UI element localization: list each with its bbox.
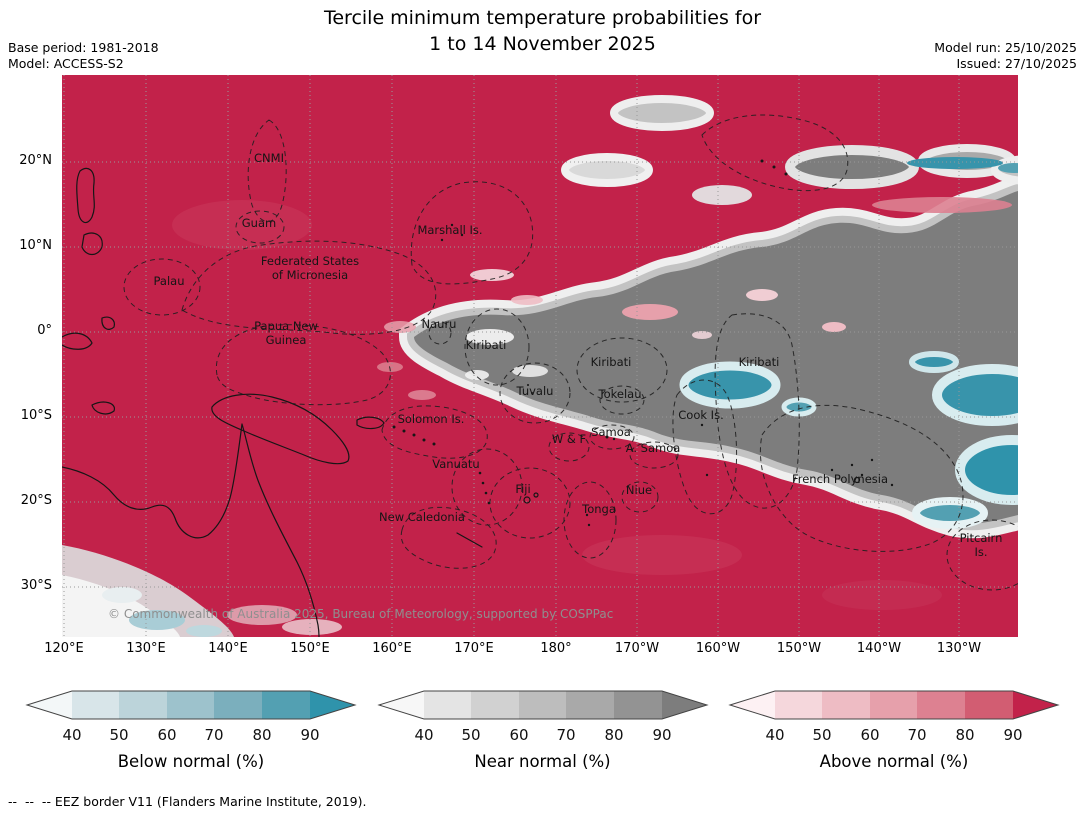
legend-tick-label: 90 [300,726,319,744]
legend-tick-label: 40 [414,726,433,744]
lon-tick-label: 140°W [856,641,902,656]
legend-tick-label: 60 [509,726,528,744]
lat-tick-label: 20°S [20,493,52,508]
legend-tick-label: 60 [157,726,176,744]
latitude-axis: 20°N 10°N 0° 10°S 20°S 30°S [0,75,56,637]
place-label: Guinea [266,333,307,347]
place-label: Kiribati [466,338,507,352]
page-title: Tercile minimum temperature probabilitie… [0,6,1085,57]
legend-below-normal: 40 50 60 70 80 90 Below normal (%) [24,688,358,771]
place-label: A. Samoa [626,441,681,455]
legend-tick-label: 50 [461,726,480,744]
lat-tick-label: 10°N [19,238,52,253]
place-label: Samoa [591,425,631,439]
place-label: Cook Is. [678,408,723,422]
place-label: CNMI [254,151,284,165]
legend-tick-label: 80 [252,726,271,744]
lon-tick-label: 180° [540,641,572,656]
near-normal-colorbar: 40 50 60 70 80 90 [376,690,709,744]
eez-footnote: -- -- -- EEZ border V11 (Flanders Marine… [8,794,367,809]
lat-tick-label: 0° [37,323,52,338]
place-label: Niue [626,483,652,497]
place-label: of Micronesia [272,268,348,282]
place-label: Solomon Is. [398,412,465,426]
legend-tick-label: 90 [652,726,671,744]
place-label: Fiji [515,482,530,496]
title-line-2: 1 to 14 November 2025 [429,32,656,55]
place-label: Papua New [254,319,318,333]
place-label: Guam [242,216,276,230]
lon-tick-label: 150°E [290,641,330,656]
place-label: Kiribati [591,355,632,369]
legend-tick-label: 50 [109,726,128,744]
place-label: Is. [974,545,987,559]
legend-near-normal: 40 50 60 70 80 90 Near normal (%) [376,688,710,771]
legend-tick-label: 40 [62,726,81,744]
place-label: Tuvalu [516,384,554,398]
legend-tick-label: 40 [765,726,784,744]
lon-tick-label: 150°W [776,641,822,656]
grid-layer [62,75,1018,637]
lon-tick-label: 160°E [372,641,412,656]
model-label: Model: ACCESS-S2 [8,56,124,72]
copyright-notice: © Commonwealth of Australia 2025, Bureau… [108,607,613,621]
legend-tick-label: 70 [556,726,575,744]
lat-tick-label: 10°S [20,408,52,423]
place-label: Nauru [422,317,457,331]
map-canvas: CNMI Guam Marshall Is. Federated States of M… [62,75,1018,637]
meta-right: Model run: 25/10/2025 Issued: 27/10/2025 [934,40,1077,73]
lat-tick-label: 20°N [19,153,52,168]
place-label: Marshall Is. [417,223,482,237]
legend-row: 40 50 60 70 80 90 Below normal (%) 40 50 60 70 80… [24,688,1061,771]
place-label: Tonga [581,502,616,516]
lon-tick-label: 130°E [126,641,166,656]
legend-tick-label: 90 [1003,726,1022,744]
place-label: Pitcairn [960,531,1003,545]
longitude-axis: 120°E 130°E 140°E 150°E 160°E 170°E 180° 170°W 1… [44,641,1018,661]
legend-tick-label: 60 [860,726,879,744]
above-normal-label: Above normal (%) [819,752,969,771]
meta-left: Base period: 1981-2018 Model: ACCESS-S2 [8,40,159,73]
legend-tick-label: 50 [812,726,831,744]
lon-tick-label: 120°E [44,641,84,656]
lat-tick-label: 30°S [20,578,52,593]
place-label: Vanuatu [432,457,479,471]
lon-tick-label: 140°E [208,641,248,656]
below-normal-colorbar: 40 50 60 70 80 90 [25,690,357,744]
model-run-label: Model run: 25/10/2025 [934,40,1077,55]
issued-label: Issued: 27/10/2025 [956,56,1078,72]
place-label: Kiribati [739,355,780,369]
coastline-layer [62,159,894,637]
lon-tick-label: 160°W [695,641,741,656]
lon-tick-label: 130°W [936,641,982,656]
legend-tick-label: 80 [955,726,974,744]
eez-border-layer [123,114,1018,591]
legend-tick-label: 80 [604,726,623,744]
legend-tick-label: 70 [907,726,926,744]
legend-tick-label: 70 [204,726,223,744]
below-normal-label: Below normal (%) [117,752,265,771]
title-line-1: Tercile minimum temperature probabilitie… [323,7,762,29]
place-label: French Polynesia [792,472,888,486]
place-label: Palau [154,274,185,288]
legend-above-normal: 40 50 60 70 80 90 Above normal (%) [727,688,1061,771]
place-label: Tokelau [598,387,642,401]
base-period-label: Base period: 1981-2018 [8,40,159,55]
place-label: W & F [552,432,586,446]
place-label: New Caledonia [379,510,465,524]
near-normal-label: Near normal (%) [474,752,611,771]
lon-tick-label: 170°W [614,641,660,656]
lon-tick-label: 170°E [454,641,494,656]
place-label: Federated States [261,254,359,268]
above-normal-colorbar: 40 50 60 70 80 90 [728,690,1060,744]
